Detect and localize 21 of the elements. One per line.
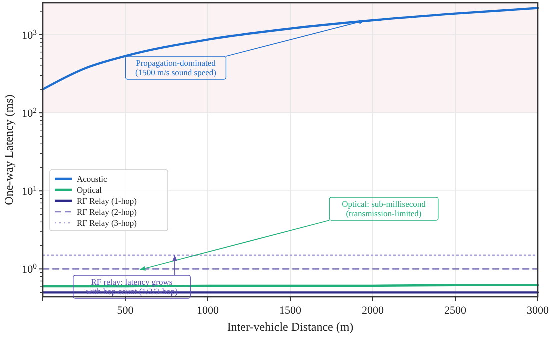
annotation: RF relay: latency grows with hop count (1/2/3-hop) (86, 277, 178, 296)
y-axis-title: One-way Latency (ms) (2, 94, 16, 206)
y-tick-label: 10$^{0}$ (22, 262, 38, 276)
x-tick-label: 2500 (444, 305, 467, 317)
x-tick-label: 500 (117, 305, 134, 317)
y-tick-label: 10$^{3}$ (22, 28, 38, 42)
y-tick-label: 10$^{1}$ (22, 184, 38, 198)
line-series (42, 7, 540, 91)
x-tick-label: 3000 (527, 305, 550, 317)
x-axis-title: Inter-vehicle Distance (m) (227, 320, 354, 334)
x-tick-label: 1000 (197, 305, 220, 317)
annotation: Propagation-dominated (1500 m/s sound speed) (136, 58, 217, 78)
legend-label: Optical (77, 185, 103, 195)
legend-label: RF Relay (3-hop) (77, 218, 138, 228)
legend-label: Acoustic (77, 174, 108, 184)
legend-label: RF Relay (2-hop) (77, 207, 138, 217)
annotation: Optical: sub-millisecond (transmission-limited) (342, 199, 427, 218)
x-tick-label: 1500 (280, 305, 302, 317)
legend-label: RF Relay (1-hop) (77, 196, 138, 206)
x-tick-label: 2000 (362, 305, 384, 317)
y-tick-label: 10$^{2}$ (22, 106, 38, 120)
